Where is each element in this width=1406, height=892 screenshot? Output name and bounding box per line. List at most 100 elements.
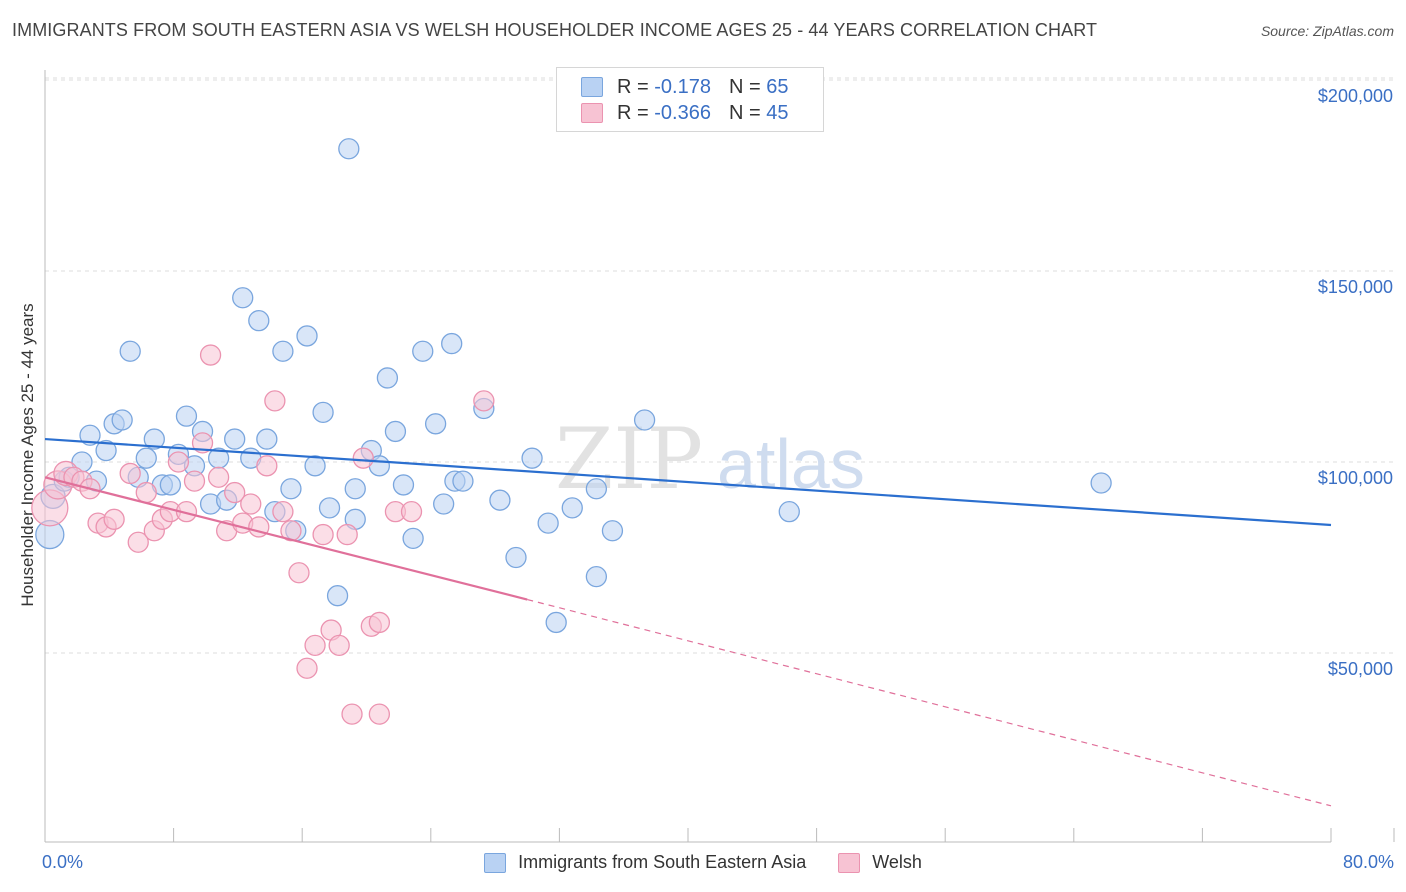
data-point-welsh xyxy=(368,611,391,634)
data-point-welsh xyxy=(272,501,294,523)
data-point-welsh xyxy=(400,501,423,523)
data-point-immigrants xyxy=(248,310,270,332)
data-point-immigrants xyxy=(135,447,157,469)
legend-item-immigrants[interactable]: Immigrants from South Eastern Asia xyxy=(484,852,806,873)
blue-swatch xyxy=(581,77,603,97)
data-point-welsh xyxy=(312,523,334,546)
data-point-immigrants xyxy=(392,474,415,496)
r-label: R = xyxy=(617,101,649,124)
trend-lines xyxy=(44,437,1332,807)
r-label: R = xyxy=(617,75,649,98)
trend-line-immigrants xyxy=(44,437,1332,527)
data-point-immigrants xyxy=(111,409,133,431)
data-point-immigrants xyxy=(318,497,341,519)
blue-swatch xyxy=(484,852,507,873)
source-credit: Source: ZipAtlas.com xyxy=(1260,23,1394,39)
axes xyxy=(44,70,1395,843)
watermark: ZIP atlas xyxy=(555,410,865,508)
series-legend: Immigrants from South Eastern Asia Welsh xyxy=(0,852,1406,873)
data-point-welsh xyxy=(119,462,141,485)
legend-item-welsh[interactable]: Welsh xyxy=(838,852,922,873)
data-point-immigrants xyxy=(585,565,608,588)
data-point-immigrants xyxy=(402,527,424,550)
data-point-welsh xyxy=(352,447,374,469)
data-point-immigrants xyxy=(433,493,455,515)
data-point-immigrants xyxy=(778,501,800,523)
data-point-immigrants xyxy=(338,138,360,160)
y-tick-label: $200,000 xyxy=(1317,86,1393,106)
data-point-immigrants xyxy=(424,413,447,435)
data-point-welsh xyxy=(135,481,157,504)
data-point-welsh xyxy=(167,451,190,473)
data-point-welsh xyxy=(191,432,214,454)
data-points xyxy=(31,138,1112,725)
data-point-immigrants xyxy=(224,428,246,450)
data-point-immigrants xyxy=(412,340,434,362)
data-point-immigrants xyxy=(272,340,294,362)
trend-line-welsh-extension xyxy=(527,598,1332,807)
data-point-immigrants xyxy=(376,367,399,389)
data-point-welsh xyxy=(341,703,363,725)
r-value: -0.178 xyxy=(654,75,711,98)
data-point-immigrants xyxy=(232,287,254,309)
data-point-immigrants xyxy=(296,325,318,347)
data-point-immigrants xyxy=(545,611,567,634)
data-point-immigrants xyxy=(521,447,543,469)
data-point-immigrants xyxy=(384,420,407,443)
data-point-immigrants xyxy=(505,546,527,569)
data-point-welsh xyxy=(296,657,318,679)
data-point-immigrants xyxy=(1090,472,1112,494)
n-label: N = xyxy=(728,75,761,98)
data-point-immigrants xyxy=(537,512,559,534)
data-point-welsh xyxy=(280,520,302,542)
data-point-welsh xyxy=(368,703,391,725)
data-point-immigrants xyxy=(452,470,474,492)
data-point-immigrants xyxy=(119,340,141,362)
watermark-zip: ZIP xyxy=(555,410,703,508)
data-point-immigrants xyxy=(280,478,302,500)
legend-label: Immigrants from South Eastern Asia xyxy=(518,852,807,872)
y-tick-label: $100,000 xyxy=(1317,468,1393,488)
data-point-immigrants xyxy=(633,409,656,431)
x-tick-label-max: 80.0% xyxy=(1342,852,1394,872)
x-tick-label-min: 0.0% xyxy=(42,852,84,872)
data-point-immigrants xyxy=(441,332,463,355)
stats-legend-row-blue: R = -0.178 N = 65 xyxy=(581,75,788,99)
data-point-welsh xyxy=(224,481,246,504)
data-point-welsh xyxy=(336,523,358,546)
data-point-immigrants xyxy=(601,520,624,542)
gridlines xyxy=(45,77,1394,654)
data-point-welsh xyxy=(304,634,326,657)
data-point-immigrants xyxy=(344,478,366,500)
data-point-immigrants xyxy=(143,428,165,450)
data-point-welsh xyxy=(256,455,278,477)
data-point-welsh xyxy=(183,470,206,492)
data-point-immigrants xyxy=(159,474,182,496)
n-value: 45 xyxy=(766,101,789,124)
y-tick-label: $150,000 xyxy=(1317,277,1393,297)
stats-legend: R = -0.178 N = 65 R = -0.366 N = 45 xyxy=(556,67,824,132)
data-point-welsh xyxy=(288,562,310,584)
data-point-welsh xyxy=(264,390,286,412)
data-point-immigrants xyxy=(175,405,198,427)
legend-label: Welsh xyxy=(872,852,922,872)
data-point-immigrants xyxy=(561,497,583,519)
r-value: -0.366 xyxy=(654,101,711,124)
data-point-welsh xyxy=(199,344,222,366)
data-point-immigrants xyxy=(304,455,326,477)
data-point-welsh xyxy=(103,508,125,530)
trend-line-welsh xyxy=(44,476,528,601)
y-tick-label: $50,000 xyxy=(1327,659,1393,679)
data-point-welsh xyxy=(473,390,495,412)
data-point-immigrants xyxy=(312,401,334,423)
data-point-welsh xyxy=(127,531,149,553)
data-point-immigrants xyxy=(326,585,349,607)
data-point-welsh xyxy=(328,634,350,657)
data-point-immigrants xyxy=(79,424,101,446)
n-label: N = xyxy=(728,101,761,124)
data-point-immigrants xyxy=(585,478,608,500)
pink-swatch xyxy=(838,852,861,873)
pink-swatch xyxy=(581,103,603,123)
data-point-immigrants xyxy=(95,439,117,462)
